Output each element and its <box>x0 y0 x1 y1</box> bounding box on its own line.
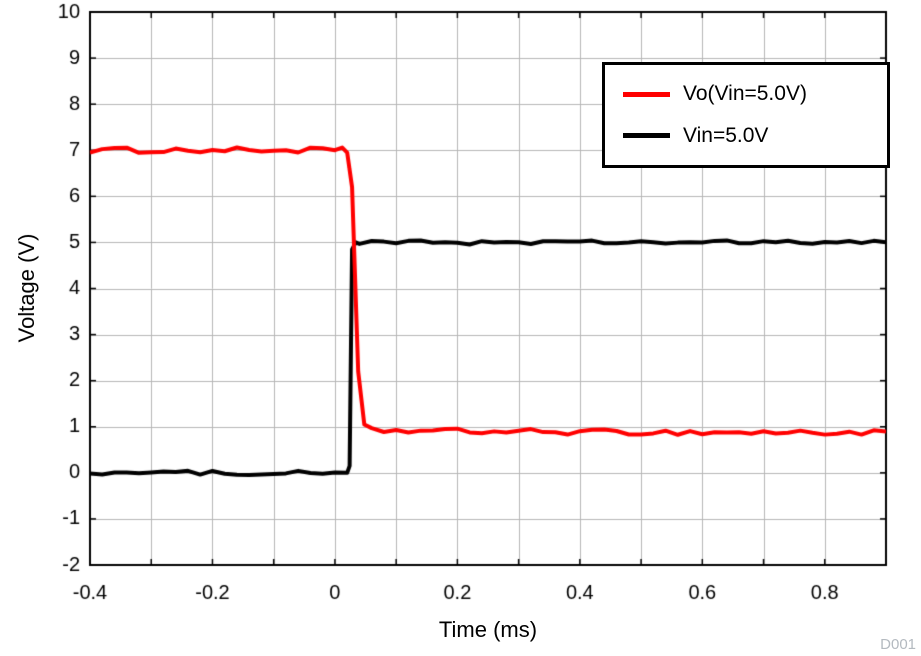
vo-line-swatch <box>623 91 670 97</box>
legend-item-vo: Vo(Vin=5.0V) <box>623 82 887 106</box>
legend: Vo(Vin=5.0V) Vin=5.0V <box>602 62 890 168</box>
vin-line-swatch <box>623 133 670 139</box>
vin-legend-label: Vin=5.0V <box>683 123 769 147</box>
y-axis-title: Voltage (V) <box>14 233 39 343</box>
figure-id-watermark: D001 <box>880 636 916 653</box>
vo-legend-label: Vo(Vin=5.0V) <box>683 82 807 106</box>
legend-item-vin: Vin=5.0V <box>623 124 887 148</box>
x-axis-title: Time (ms) <box>438 617 538 642</box>
